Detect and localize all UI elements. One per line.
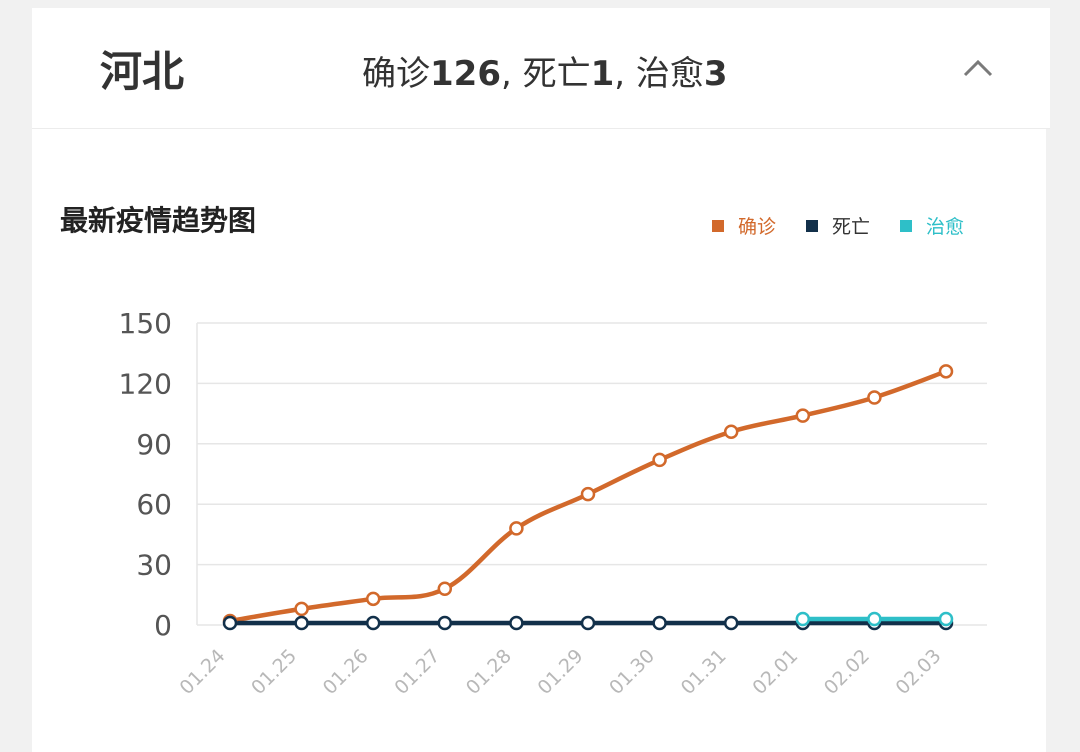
confirmed-label: 确诊 — [362, 54, 430, 94]
x-tick-label: 01.29 — [534, 645, 588, 699]
y-tick-label: 0 — [154, 609, 172, 642]
death-count: 1 — [590, 54, 615, 94]
trend-line-chart: 0 30 60 90 120 150 01.24 01.25 01.26 01.27 01.28 01… — [119, 307, 987, 699]
data-point-death — [437, 615, 453, 631]
x-tick-label: 01.28 — [462, 645, 516, 699]
y-tick-label: 90 — [136, 428, 172, 461]
data-point-cured — [867, 611, 882, 627]
y-tick-label: 150 — [119, 307, 172, 340]
data-point-death — [222, 615, 238, 631]
x-tick-label: 01.24 — [176, 645, 230, 699]
legend-item-death[interactable]: 死亡 — [805, 212, 870, 239]
legend-label-death: 死亡 — [831, 216, 870, 238]
confirmed-count: 126 — [430, 54, 501, 94]
x-tick-label: 01.25 — [247, 645, 301, 699]
legend-item-cured[interactable]: 治愈 — [899, 212, 964, 239]
data-point-death — [509, 615, 524, 631]
legend-item-confirmed[interactable]: 确诊 — [711, 212, 776, 239]
x-tick-label: 02.03 — [892, 645, 946, 699]
x-tick-label: 02.01 — [748, 645, 802, 699]
x-tick-label: 02.02 — [820, 645, 874, 699]
data-point-confirmed — [580, 486, 596, 502]
x-tick-label: 01.30 — [605, 645, 659, 699]
data-point-confirmed — [652, 452, 667, 468]
x-tick-label: 01.27 — [390, 645, 444, 699]
chart-legend: 确诊 死亡 治愈 — [711, 212, 964, 239]
legend-swatch-death — [805, 219, 818, 232]
case-summary: 确诊126, 死亡1, 治愈3 — [362, 46, 728, 95]
data-point-confirmed — [509, 521, 524, 536]
y-tick-label: 120 — [119, 367, 172, 400]
data-point-confirmed — [938, 364, 954, 379]
data-point-death — [365, 615, 381, 631]
cured-count: 3 — [703, 54, 728, 94]
collapse-toggle[interactable] — [960, 50, 996, 86]
data-point-death — [723, 615, 739, 631]
trend-chart-card: 最新疫情趋势图 确诊 死亡 治愈 0 30 60 90 120 150 01.24 01.25… — [32, 129, 1046, 752]
y-tick-label: 60 — [136, 488, 172, 521]
x-tick-label: 01.31 — [677, 645, 731, 699]
data-point-confirmed — [294, 601, 309, 617]
data-point-death — [294, 615, 309, 631]
data-point-confirmed — [437, 581, 453, 597]
data-point-death — [580, 615, 596, 631]
legend-swatch-confirmed — [711, 219, 724, 232]
y-tick-label: 30 — [136, 549, 172, 582]
legend-swatch-cured — [899, 219, 912, 232]
data-point-confirmed — [723, 424, 739, 439]
death-label: , 死亡 — [500, 54, 591, 94]
data-point-cured — [938, 611, 954, 627]
chevron-up-icon — [963, 59, 993, 77]
legend-label-cured: 治愈 — [925, 216, 964, 238]
region-name: 河北 — [100, 47, 185, 96]
cured-label: , 治愈 — [614, 54, 704, 94]
x-tick-label: 01.26 — [319, 645, 373, 699]
data-point-cured — [795, 611, 811, 627]
chart-title: 最新疫情趋势图 — [60, 204, 257, 237]
data-point-confirmed — [365, 591, 381, 607]
data-point-confirmed — [867, 390, 882, 405]
legend-label-confirmed: 确诊 — [737, 216, 776, 238]
province-header[interactable]: 河北 确诊126, 死亡1, 治愈3 — [32, 8, 1050, 129]
data-point-death — [652, 615, 667, 631]
data-point-confirmed — [795, 408, 811, 423]
